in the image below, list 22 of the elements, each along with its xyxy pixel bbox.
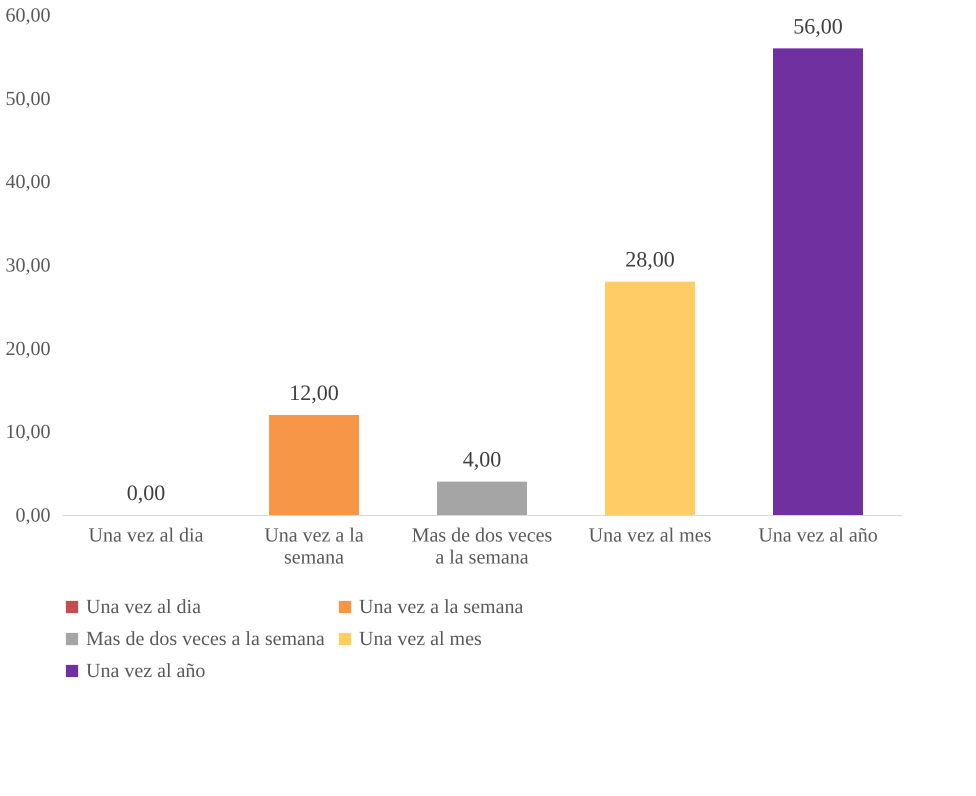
data-label: 12,00 [289, 380, 339, 405]
y-tick-label: 40,00 [6, 171, 50, 194]
legend-label: Una vez a la semana [359, 596, 524, 618]
y-tick-label: 0,00 [16, 504, 50, 526]
x-tick-label: Una vez al dia [88, 524, 204, 546]
legend-label: Una vez al dia [86, 596, 202, 618]
data-label: 56,00 [793, 13, 843, 38]
x-tick-label: Una vez al año [758, 524, 878, 546]
data-label: 4,00 [462, 446, 502, 472]
y-tick-label: 50,00 [6, 88, 50, 110]
x-tick-label: Una vez a la semana [264, 524, 364, 568]
y-tick-label: 30,00 [6, 254, 50, 276]
x-tick-label: Mas de dos veces a la semana [412, 524, 552, 568]
x-tick-label: Una vez al mes [588, 524, 712, 546]
y-tick-label: 10,00 [6, 421, 50, 444]
data-label: 28,00 [625, 246, 675, 272]
data-label: 0,00 [126, 480, 166, 505]
legend-label: Una vez al mes [359, 628, 482, 650]
y-tick-label: 20,00 [6, 338, 50, 360]
legend-label: Una vez al año [86, 660, 206, 682]
legend-label: Mas de dos veces a la semana [86, 628, 325, 650]
y-tick-label: 60,00 [6, 4, 50, 26]
